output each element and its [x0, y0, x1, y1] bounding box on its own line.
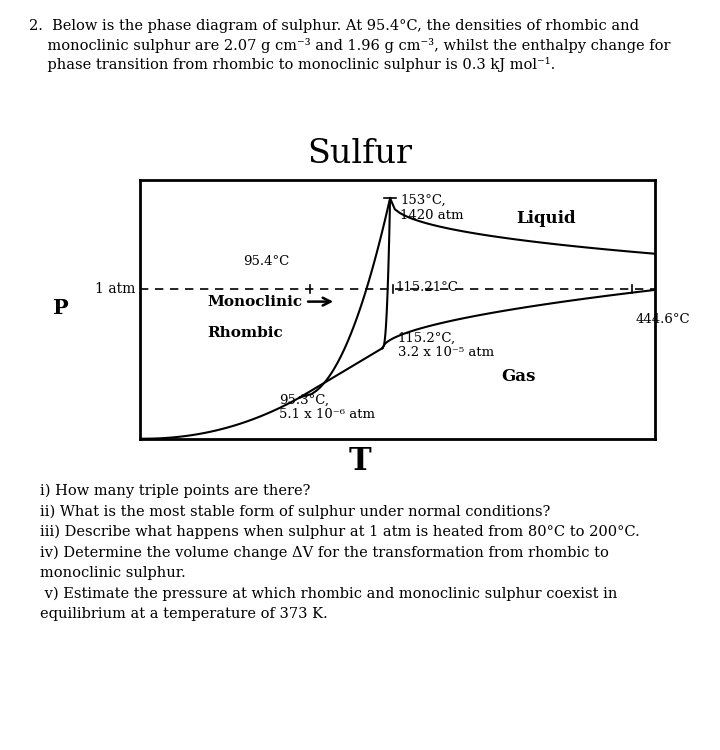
Text: 2.  Below is the phase diagram of sulphur. At 95.4°C, the densities of rhombic a: 2. Below is the phase diagram of sulphur… [29, 19, 670, 72]
Text: T: T [348, 446, 372, 477]
Text: 153°C,
1420 atm: 153°C, 1420 atm [400, 194, 464, 222]
Text: 115.2°C,
3.2 x 10⁻⁵ atm: 115.2°C, 3.2 x 10⁻⁵ atm [397, 332, 494, 359]
Text: 1 atm: 1 atm [95, 282, 135, 296]
Text: 444.6°C: 444.6°C [636, 314, 690, 326]
Text: 95.3°C,
5.1 x 10⁻⁶ atm: 95.3°C, 5.1 x 10⁻⁶ atm [279, 394, 375, 422]
Text: i) How many triple points are there?
ii) What is the most stable form of sulphur: i) How many triple points are there? ii)… [40, 484, 639, 621]
Text: Monoclinic: Monoclinic [207, 295, 330, 308]
Text: Sulfur: Sulfur [307, 138, 413, 170]
Text: 115.21°C: 115.21°C [395, 280, 458, 294]
Text: P: P [53, 298, 69, 317]
Text: 95.4°C: 95.4°C [243, 255, 289, 268]
Text: Liquid: Liquid [516, 210, 576, 227]
Text: Gas: Gas [501, 368, 535, 386]
Text: Rhombic: Rhombic [207, 326, 283, 340]
